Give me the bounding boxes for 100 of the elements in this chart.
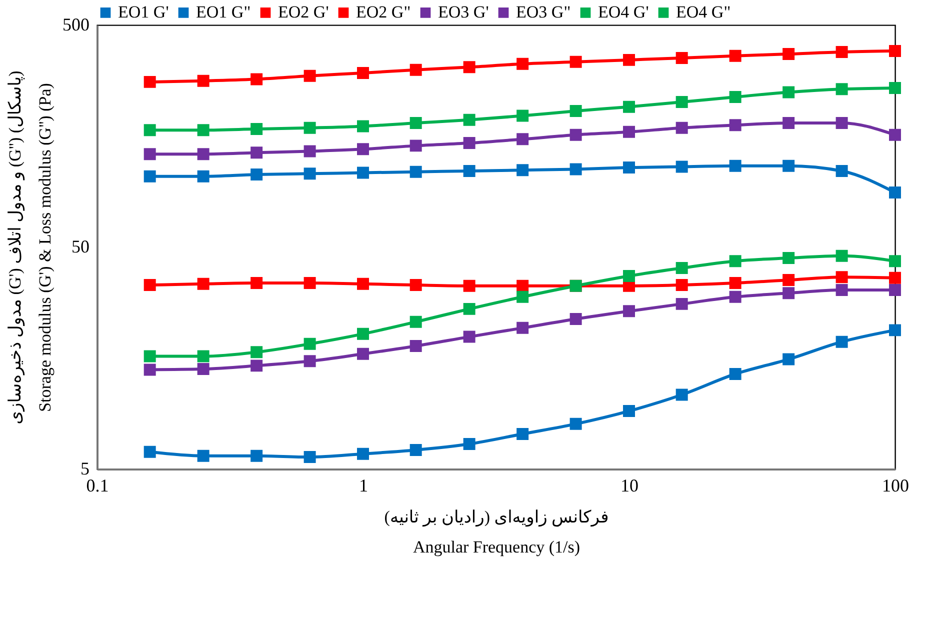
point xyxy=(144,279,156,292)
point xyxy=(197,148,210,160)
point xyxy=(197,170,210,182)
point xyxy=(729,119,742,132)
point xyxy=(304,338,316,350)
point xyxy=(463,330,476,343)
point xyxy=(250,73,263,86)
point xyxy=(304,122,316,134)
point xyxy=(836,250,848,262)
point xyxy=(357,448,369,460)
point xyxy=(357,278,369,290)
point xyxy=(836,164,848,177)
point xyxy=(570,312,582,325)
legend-label: EO3 G' xyxy=(438,2,489,22)
point xyxy=(304,277,316,290)
point xyxy=(623,162,635,174)
point xyxy=(836,284,848,296)
point xyxy=(144,76,156,88)
point xyxy=(357,120,369,132)
point xyxy=(144,350,156,362)
point xyxy=(250,450,263,462)
point xyxy=(516,110,529,122)
point xyxy=(623,126,635,138)
point xyxy=(197,350,210,362)
point xyxy=(570,418,582,430)
point xyxy=(782,86,795,98)
point xyxy=(676,388,688,401)
point xyxy=(516,164,529,176)
point xyxy=(836,271,848,284)
point xyxy=(729,50,742,62)
y-tick-label: 5 xyxy=(80,458,90,478)
point xyxy=(410,140,422,152)
point xyxy=(197,278,210,290)
point xyxy=(676,52,688,64)
point xyxy=(463,302,476,315)
point xyxy=(410,279,422,292)
point xyxy=(197,363,210,376)
point xyxy=(623,270,635,282)
point xyxy=(889,44,901,57)
point xyxy=(144,364,156,376)
point xyxy=(782,287,795,300)
point xyxy=(410,444,422,456)
legend-label: EO3 G" xyxy=(516,2,571,22)
point xyxy=(676,96,688,108)
point xyxy=(197,450,210,462)
legend-label: EO1 G' xyxy=(118,2,169,22)
point xyxy=(410,116,422,129)
point xyxy=(623,54,635,66)
legend-label: EO1 G" xyxy=(196,2,251,22)
point xyxy=(357,166,369,179)
point xyxy=(463,438,476,450)
point xyxy=(836,83,848,96)
y-tick-label: 50 xyxy=(72,236,90,256)
point xyxy=(676,298,688,310)
point xyxy=(516,290,529,303)
point xyxy=(836,46,848,58)
legend-label: EO4 G" xyxy=(676,2,731,22)
point xyxy=(729,160,742,172)
point xyxy=(304,70,316,82)
point xyxy=(570,163,582,176)
point xyxy=(357,348,369,360)
point xyxy=(889,255,901,268)
point xyxy=(463,137,476,150)
point xyxy=(782,48,795,60)
point xyxy=(889,186,901,198)
point xyxy=(676,262,688,274)
point xyxy=(516,428,529,440)
point xyxy=(836,116,848,129)
point xyxy=(623,100,635,113)
point xyxy=(729,368,742,380)
point xyxy=(304,168,316,180)
x-tick-label: 10 xyxy=(620,476,638,496)
point xyxy=(782,274,795,286)
point xyxy=(197,124,210,136)
point xyxy=(889,272,901,284)
point xyxy=(410,64,422,76)
point xyxy=(357,143,369,156)
point xyxy=(570,56,582,68)
point xyxy=(516,322,529,334)
point xyxy=(782,353,795,366)
point xyxy=(623,405,635,418)
point xyxy=(304,451,316,464)
point xyxy=(250,123,263,136)
point xyxy=(516,133,529,146)
point xyxy=(889,128,901,141)
point xyxy=(729,290,742,303)
point xyxy=(410,316,422,328)
point xyxy=(144,148,156,160)
point xyxy=(410,340,422,352)
point xyxy=(197,74,210,87)
point xyxy=(729,277,742,290)
point xyxy=(250,168,263,181)
point xyxy=(836,336,848,348)
point xyxy=(357,66,369,79)
point xyxy=(782,116,795,129)
point xyxy=(250,360,263,372)
legend-label: EO2 G' xyxy=(278,2,329,22)
legend-label: EO2 G" xyxy=(356,2,411,22)
point xyxy=(463,280,476,292)
point xyxy=(250,346,263,358)
